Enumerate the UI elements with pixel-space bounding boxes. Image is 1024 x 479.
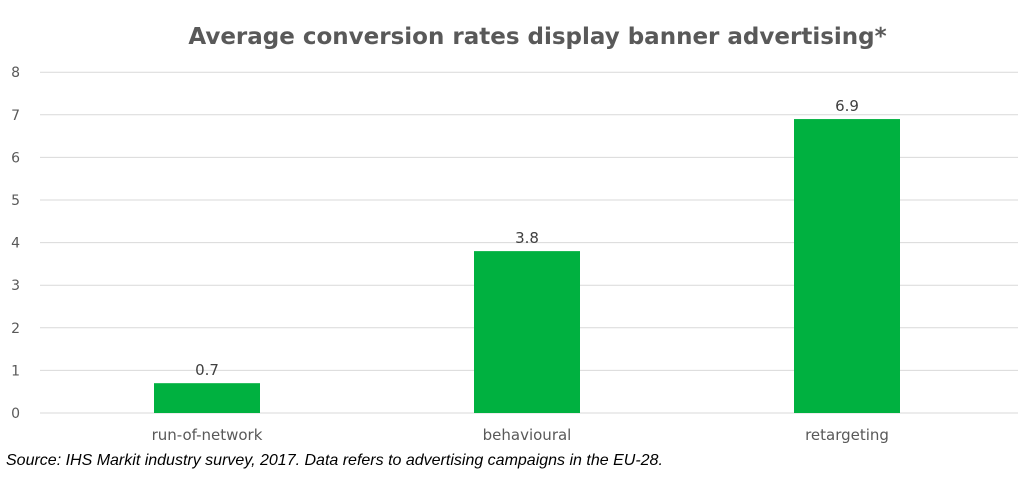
bars [154,119,900,413]
chart-title: Average conversion rates display banner … [188,24,887,50]
y-tick-label: 2 [11,321,20,337]
y-tick-label: 3 [11,278,20,294]
y-tick-label: 6 [11,150,20,166]
y-tick-label: 5 [11,193,20,209]
y-tick-label: 4 [11,236,20,252]
x-axis-categories: run-of-network behavioural retargeting [152,426,889,444]
data-labels: 0.7 3.8 6.9 [195,97,859,379]
y-tick-label: 7 [11,108,20,124]
y-axis-ticks: 0 1 2 3 4 5 6 7 8 [11,65,20,422]
bar-retargeting [794,119,900,413]
source-note: Source: IHS Markit industry survey, 2017… [6,452,663,469]
bar-behavioural [474,251,580,413]
category-label: retargeting [805,426,889,444]
y-tick-label: 8 [11,65,20,81]
y-tick-label: 1 [11,363,20,379]
data-label: 0.7 [195,361,219,379]
bar-run-of-network [154,383,260,413]
y-tick-label: 0 [11,406,20,422]
category-label: run-of-network [152,426,263,444]
data-label: 3.8 [515,229,539,247]
category-label: behavioural [483,426,572,444]
data-label: 6.9 [835,97,859,115]
